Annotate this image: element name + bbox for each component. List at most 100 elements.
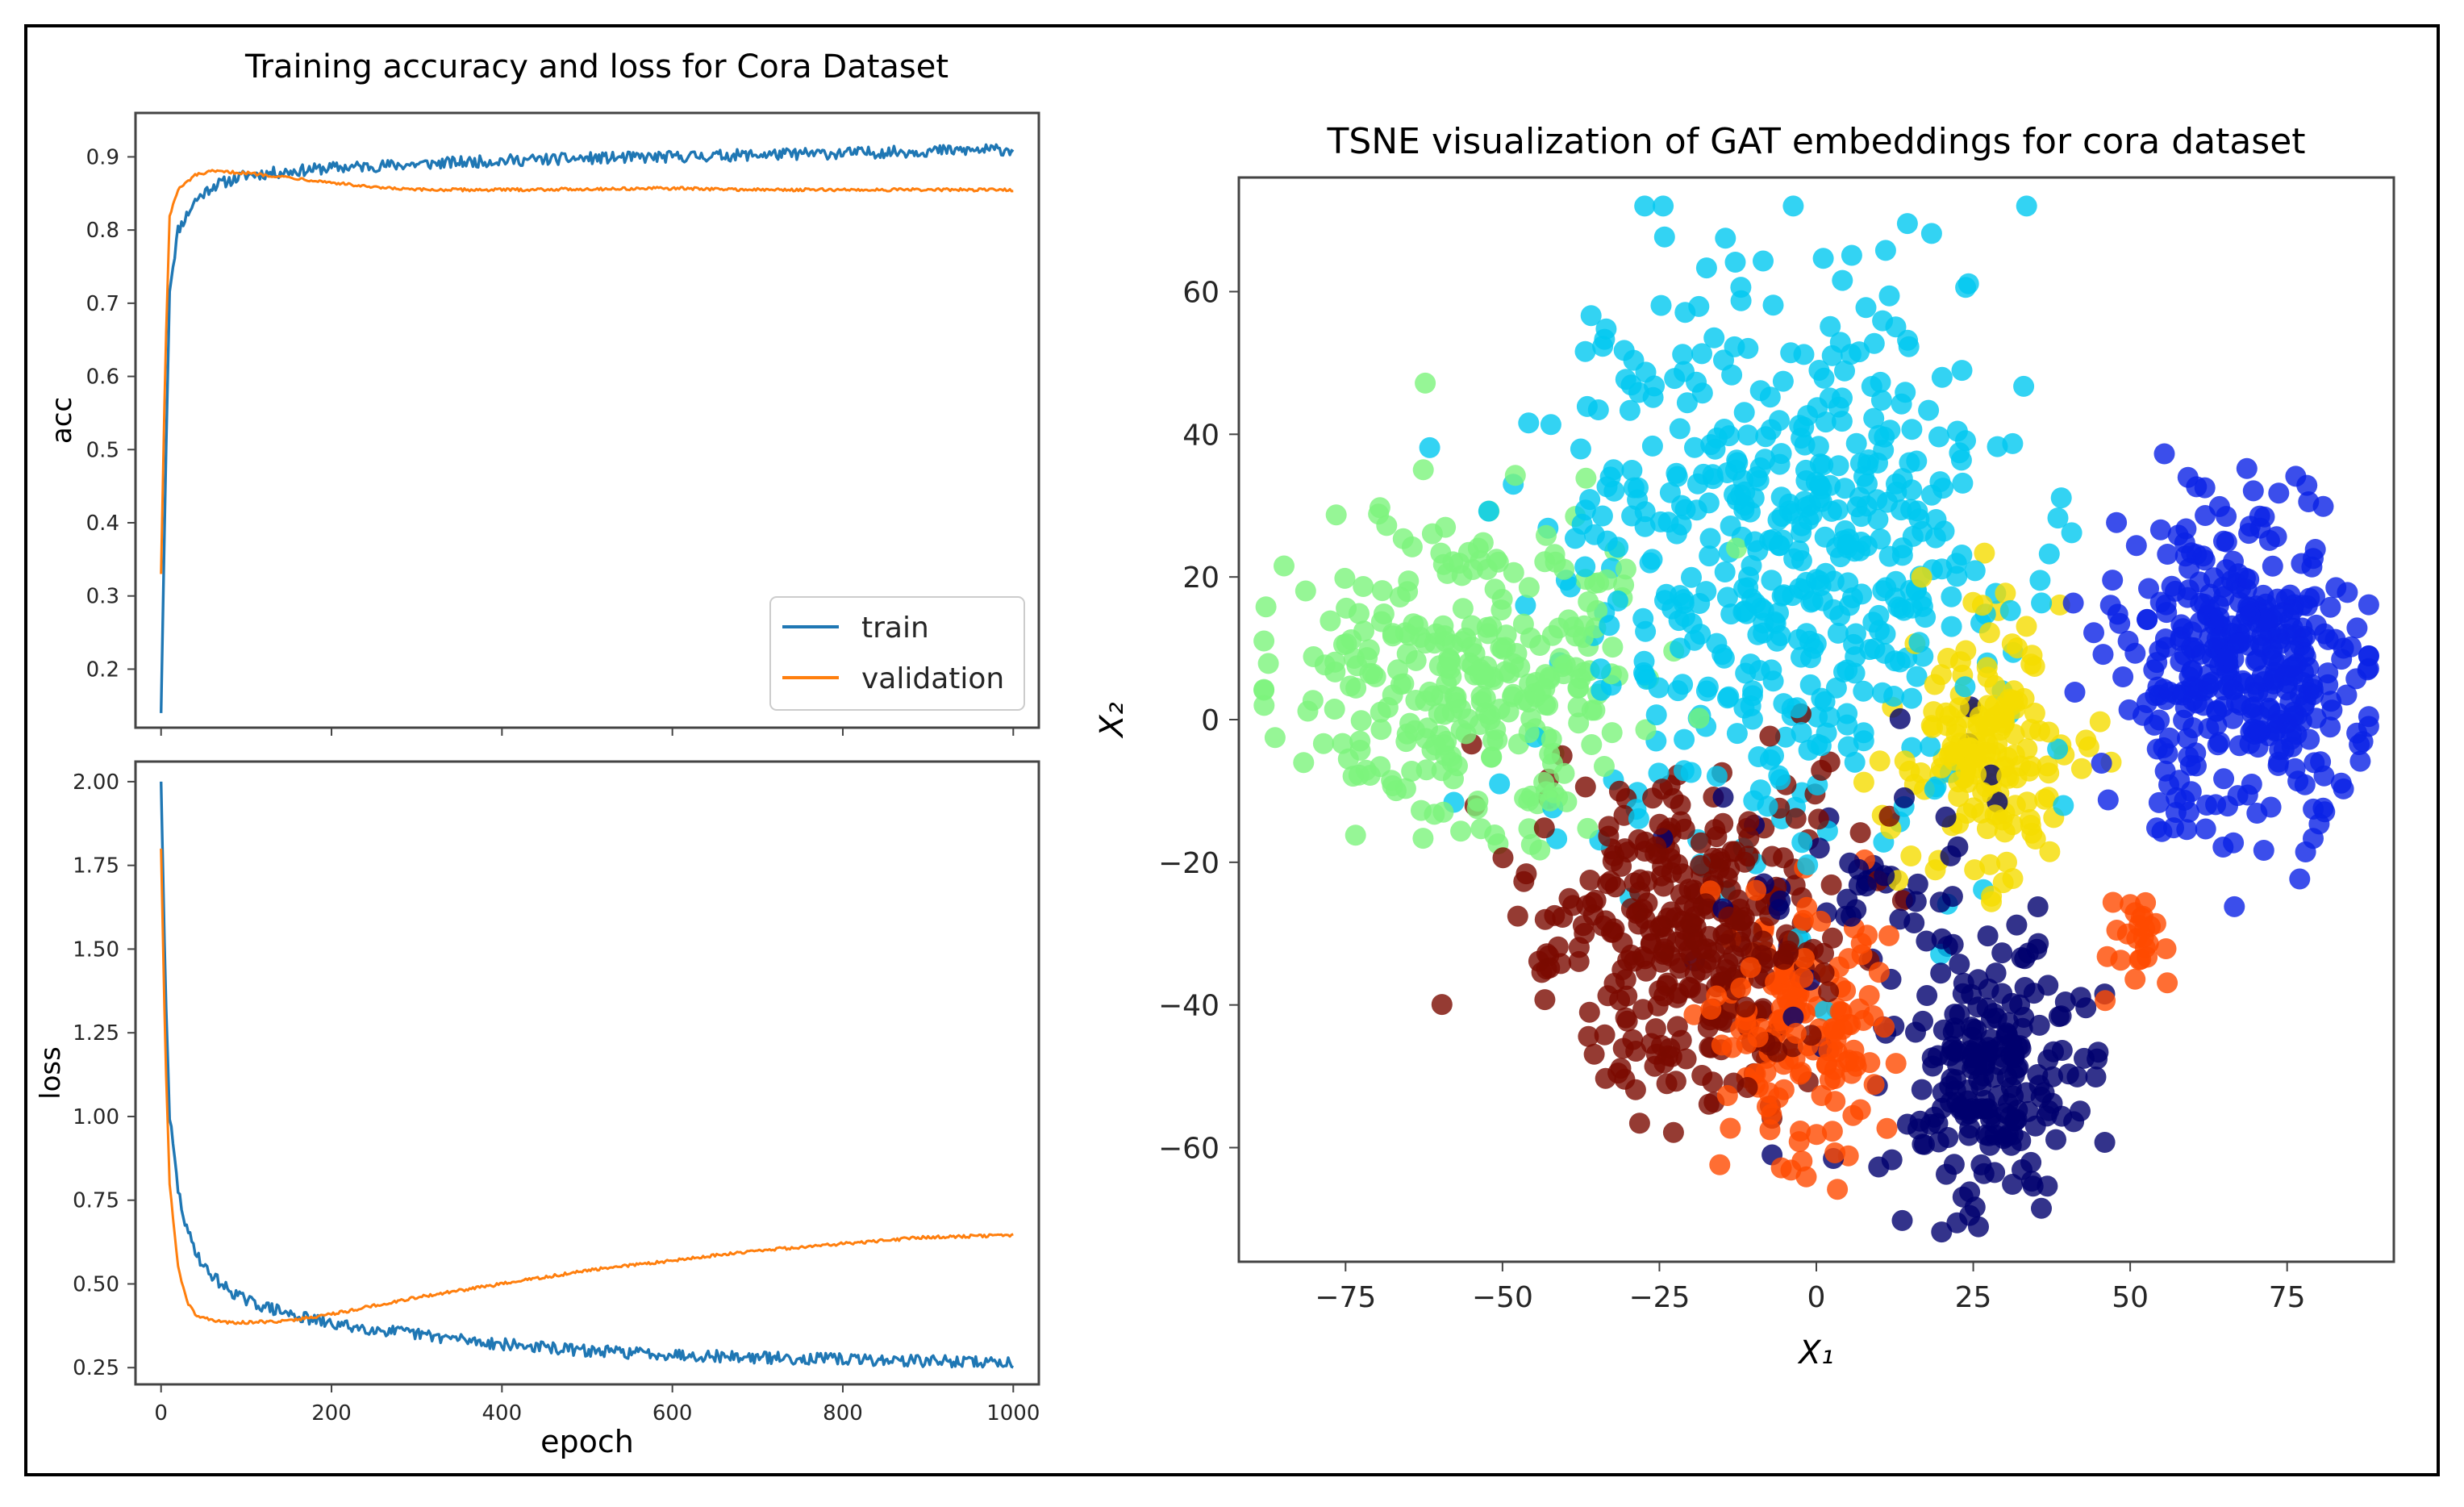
scatter-point [1533,771,1555,793]
y-tick-label: −60 [1158,1133,1219,1166]
scatter-point [1541,624,1563,646]
scatter-point [1996,851,2017,873]
scatter-point [1730,277,1752,298]
scatter-point [2203,567,2224,589]
scatter-point [1822,927,1843,949]
scatter-point [1432,801,1454,823]
scatter-point [2021,822,2043,844]
scatter-point [2238,523,2260,545]
scatter-point [1653,195,1674,217]
scatter-point [2320,596,2341,618]
scatter-point [1759,749,1781,770]
scatter-point [1791,832,1813,854]
scatter-point [1837,703,1858,724]
scatter-point [2239,604,2261,626]
scatter-point [1547,936,1569,958]
scatter-point [1476,558,1498,580]
scatter-point [1596,476,1618,498]
scatter-point [1821,1121,1843,1142]
scatter-point [1828,455,1849,477]
scatter-point [1504,465,1526,486]
scatter-point [1761,659,1782,681]
scatter-point [1741,555,1762,577]
scatter-point [2024,1115,2046,1137]
scatter-point [2213,768,2235,790]
scatter-point [2195,505,2216,526]
scatter-point [1918,399,1940,421]
scatter-point [1295,580,1316,602]
scatter-point [1951,545,1973,566]
scatter-point [1791,722,1812,743]
scatter-point [2296,474,2318,496]
y-tick-label: 0.25 [73,1356,119,1380]
scatter-point [1518,577,1540,599]
scatter-point [2249,505,2270,527]
scatter-point [2089,711,2111,733]
y-tick-label: 1.00 [73,1105,119,1129]
scatter-point [1827,622,1849,644]
scatter-point [2268,482,2290,504]
scatter-point [1984,804,2006,826]
scatter-point [1900,845,1922,866]
scatter-point [1724,841,1746,862]
scatter-point [2027,896,2049,917]
scatter-point [2195,818,2216,840]
scatter-point [2349,750,2371,772]
scatter-point [1325,504,1347,526]
scatter-point [2064,682,2086,703]
scatter-point [1715,922,1736,944]
scatter-point [1931,366,1953,388]
scatter-point [1735,662,1757,684]
scatter-point [1539,790,1561,812]
scatter-point [1264,727,1286,749]
scatter-point [2020,1171,2042,1192]
scatter-point [1601,722,1623,744]
scatter-point [1382,625,1403,647]
scatter-point [1648,677,1670,699]
scatter-point [1452,598,1474,620]
scatter-point [1503,561,1524,583]
scatter-point [1553,558,1575,580]
y-tick-label: 0.7 [86,292,119,316]
scatter-point [1745,879,1767,901]
scatter-point [1661,598,1683,620]
scatter-point [1683,1004,1705,1025]
scatter-point [1870,528,1891,550]
scatter-point [1556,791,1578,812]
tsne-chart-axes [1237,176,2395,1263]
scatter-point [1842,1104,1864,1126]
scatter-point [1911,566,1932,588]
scatter-point [1492,638,1513,660]
scatter-point [2317,662,2339,684]
scatter-point [1398,570,1420,592]
loss-y-axis-label: loss [35,1046,67,1100]
scatter-point [1753,250,1774,272]
scatter-point [1353,620,1374,642]
scatter-point [1684,962,1706,984]
scatter-point [1670,883,1691,905]
scatter-point [2333,778,2354,799]
scatter-point [2028,1075,2050,1096]
scatter-point [1952,1186,1974,1208]
scatter-point [1991,942,2013,964]
scatter-point [2178,579,2199,601]
scatter-point [2092,644,2114,666]
scatter-point [1595,910,1616,932]
tsne-y-axis-label: X₂ [1094,702,1131,738]
scatter-point [1976,657,1998,678]
scatter-point [1906,450,1928,472]
loss-x-axis-label: epoch [540,1424,634,1459]
scatter-point [1602,850,1624,872]
scatter-point [2028,1014,2050,1036]
scatter-point [2242,480,2264,502]
scatter-point [1603,972,1625,994]
y-tick-label: 1.50 [73,937,119,962]
scatter-point [2106,511,2128,533]
x-tick-label: −25 [1628,1281,1690,1314]
scatter-point [1949,442,1970,464]
scatter-point [1628,1113,1650,1134]
scatter-point [1419,436,1440,458]
scatter-point [1945,1069,1966,1091]
scatter-point [2043,1041,2064,1062]
scatter-point [1912,1010,1933,1032]
